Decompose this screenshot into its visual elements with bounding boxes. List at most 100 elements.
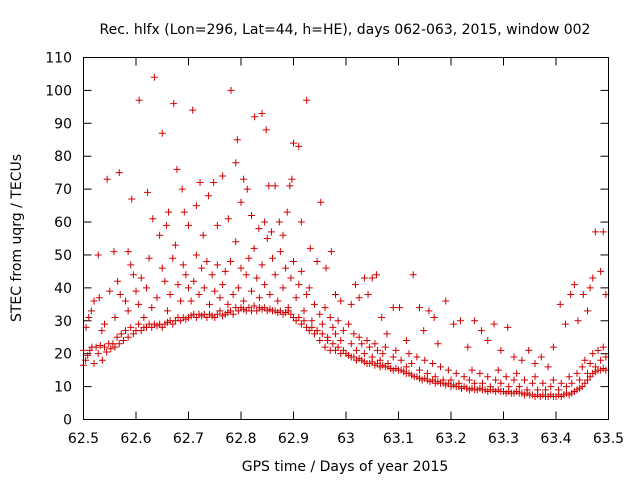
data-point (531, 360, 539, 368)
data-point (216, 307, 224, 315)
data-point (129, 271, 137, 279)
data-point (288, 175, 296, 183)
plot-frame (83, 57, 609, 420)
data-point (408, 360, 416, 368)
data-point (581, 356, 589, 364)
data-point (145, 254, 153, 262)
data-point (339, 327, 347, 335)
data-point (128, 195, 136, 203)
data-point (221, 267, 229, 275)
data-point (360, 274, 368, 282)
data-point (389, 304, 397, 312)
data-point (262, 126, 270, 134)
data-point (313, 258, 321, 266)
data-point (479, 379, 486, 387)
data-point (324, 333, 332, 341)
data-point (556, 300, 564, 308)
data-point (240, 175, 248, 183)
y-tick-label: 100 (45, 83, 72, 99)
data-point (471, 379, 479, 387)
data-point (544, 363, 552, 371)
data-point (282, 264, 290, 272)
data-point (234, 284, 242, 292)
data-point (213, 221, 221, 229)
data-point (597, 356, 605, 364)
data-point (456, 317, 464, 325)
data-point (505, 383, 513, 391)
data-point (513, 369, 521, 377)
data-point (111, 343, 119, 351)
data-point (124, 307, 132, 315)
data-point (460, 373, 468, 381)
data-point (177, 297, 185, 305)
data-point (122, 297, 129, 305)
data-point (363, 337, 371, 345)
data-point (515, 383, 523, 391)
data-point (158, 129, 166, 137)
data-point (358, 340, 366, 348)
data-point (232, 159, 240, 167)
data-point (455, 379, 463, 387)
data-point (332, 290, 339, 298)
data-point (224, 300, 232, 308)
data-point (416, 366, 423, 374)
data-point (347, 300, 355, 308)
data-point (350, 330, 358, 338)
data-point (204, 192, 212, 200)
data-point (405, 350, 413, 358)
data-point (364, 290, 372, 298)
data-point (586, 284, 594, 292)
y-tick-label: 110 (45, 51, 72, 67)
data-point (243, 185, 251, 193)
y-axis-tick-labels: 0 10 20 30 40 50 60 70 80 90 100 110 (45, 51, 72, 429)
data-point (368, 353, 376, 361)
data-point (200, 284, 208, 292)
data-point (178, 185, 186, 193)
data-point (379, 350, 387, 358)
data-point (557, 379, 565, 387)
data-point (185, 284, 192, 292)
data-point (392, 346, 400, 354)
data-point (114, 277, 122, 285)
data-point (584, 307, 591, 315)
data-point (329, 340, 337, 348)
x-tick-label: 62.9 (278, 431, 309, 447)
x-tick-label: 62.5 (68, 431, 99, 447)
data-point (492, 376, 500, 384)
y-tick-label: 90 (54, 116, 72, 132)
chart-title: Rec. hlfx (Lon=296, Lat=44, h=HE), days … (100, 22, 591, 38)
data-point (162, 221, 170, 229)
data-point (589, 274, 597, 282)
data-point (594, 346, 602, 354)
data-point (98, 327, 106, 335)
data-point (253, 274, 261, 282)
data-point (258, 261, 266, 269)
data-point (300, 307, 308, 315)
data-point (423, 369, 431, 377)
data-point (119, 337, 127, 345)
data-point (490, 320, 498, 328)
x-tick-label: 63.4 (540, 431, 571, 447)
data-point (233, 136, 241, 144)
data-point (578, 363, 586, 371)
data-point (584, 369, 591, 377)
data-point (255, 294, 263, 302)
data-point (567, 290, 575, 298)
data-point (486, 383, 494, 391)
x-tick-label: 62.7 (173, 431, 204, 447)
data-point (124, 333, 132, 341)
data-point (124, 248, 132, 256)
x-tick-label: 63.1 (383, 431, 414, 447)
data-point (173, 165, 181, 173)
data-point (591, 363, 599, 371)
y-tick-label: 20 (54, 347, 72, 363)
data-point (521, 376, 528, 384)
data-point (258, 109, 266, 117)
data-point (305, 284, 313, 292)
data-point (92, 343, 100, 351)
data-point (242, 271, 250, 279)
data-point (542, 386, 549, 394)
data-point (203, 258, 211, 266)
data-point (570, 281, 578, 289)
data-point (84, 351, 92, 359)
